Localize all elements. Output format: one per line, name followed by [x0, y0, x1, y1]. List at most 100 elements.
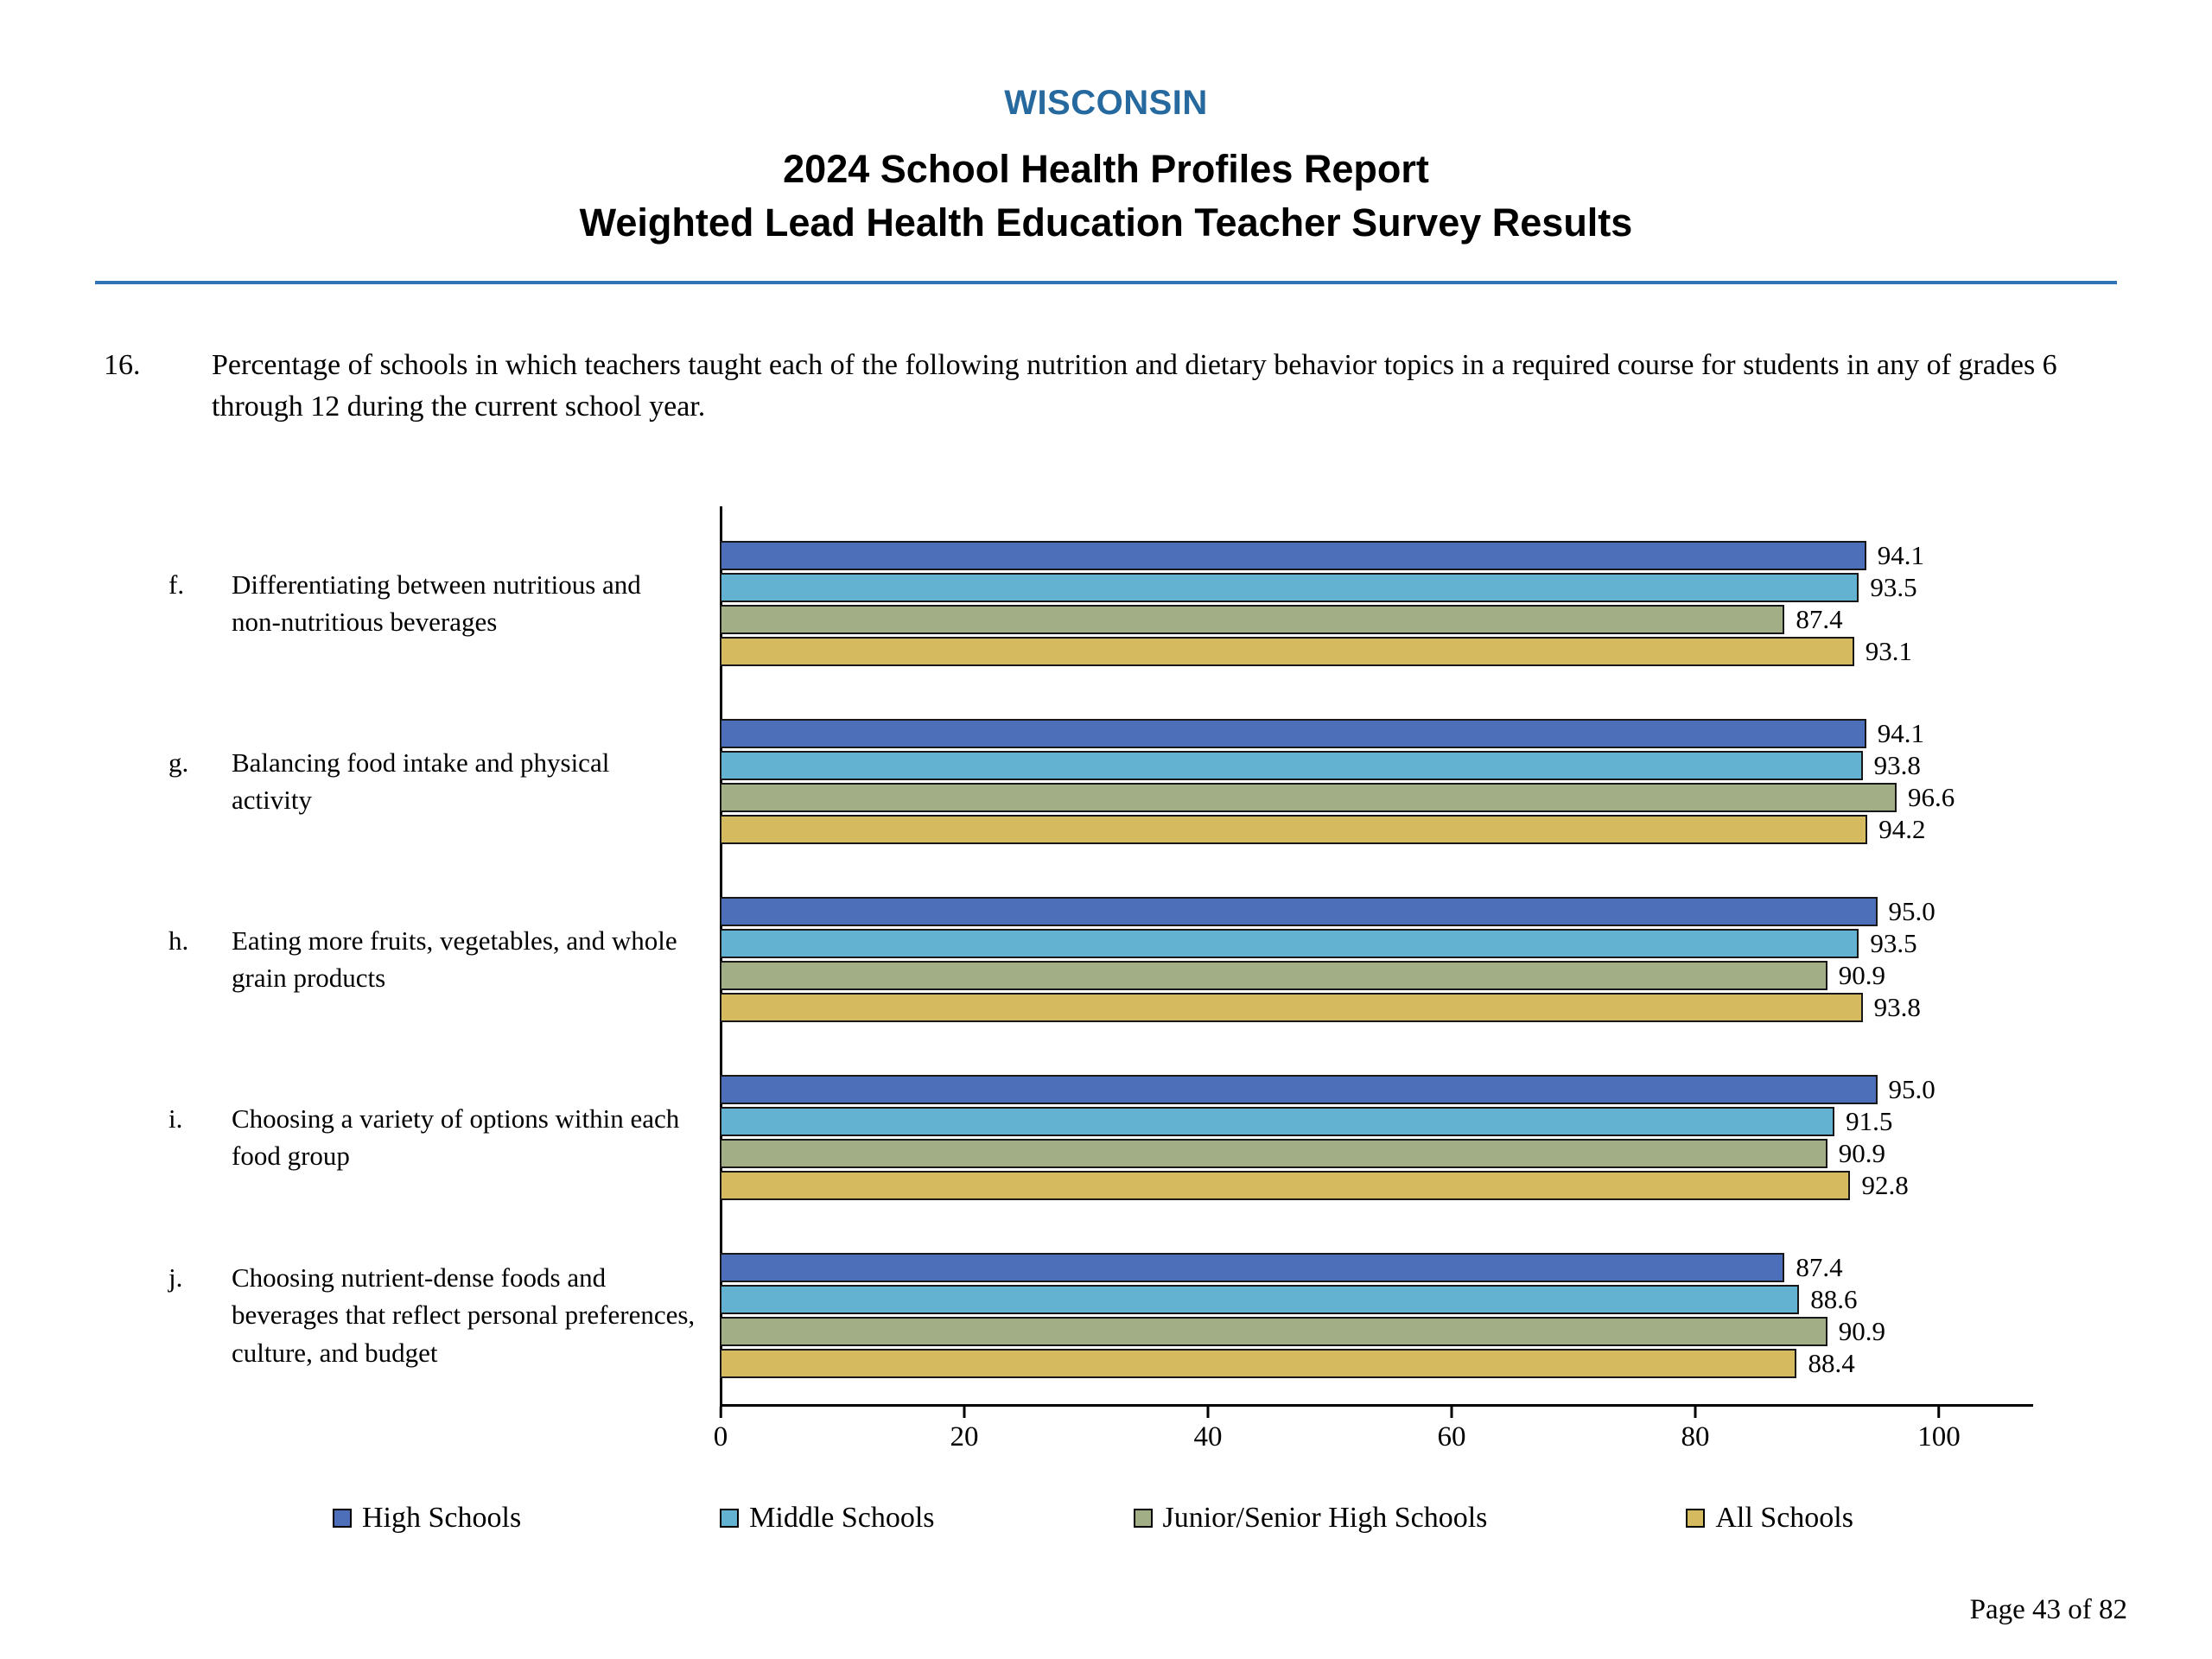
bar-high-schools: 95.0 — [720, 895, 1938, 927]
chart-rows: f. Differentiating between nutritious and… — [0, 506, 2212, 1379]
question-text: Percentage of schools in which teachers … — [212, 349, 2057, 423]
bar-junior-senior-high-schools: 90.9 — [720, 1137, 1888, 1169]
bar-junior-senior-high-schools: 96.6 — [720, 781, 1958, 813]
x-tick-label: 100 — [1917, 1421, 1961, 1452]
bar-middle-schools: 93.5 — [720, 927, 1920, 959]
bar-value-label: 92.8 — [1859, 1169, 1911, 1201]
category-label-block: j. Choosing nutrient-dense foods and beve… — [0, 1259, 720, 1371]
legend-swatch — [720, 1508, 740, 1528]
category-row: h. Eating more fruits, vegetables, and wh… — [0, 895, 2212, 1023]
chart-legend: High Schools Middle Schools Junior/Senior … — [333, 1502, 1853, 1535]
bar-all-schools: 88.4 — [720, 1347, 1858, 1379]
bar-middle-schools: 88.6 — [720, 1283, 1860, 1315]
bar-value-label: 94.1 — [1874, 539, 1928, 571]
bar-junior-senior-high-schools: 90.9 — [720, 959, 1888, 991]
report-header: WISCONSIN 2024 School Health Profiles Re… — [0, 0, 2212, 246]
x-tick-label: 20 — [950, 1421, 979, 1452]
bar-middle-schools: 91.5 — [720, 1105, 1896, 1137]
x-tick-label: 60 — [1437, 1421, 1466, 1452]
x-tick: 20 — [950, 1406, 979, 1453]
bar-value-label: 87.4 — [1793, 1251, 1846, 1283]
bar-all-schools: 92.8 — [720, 1169, 1911, 1201]
category-row: j. Choosing nutrient-dense foods and beve… — [0, 1251, 2212, 1379]
x-tick-label: 40 — [1193, 1421, 1223, 1452]
x-tick-mark — [719, 1406, 722, 1418]
bar-high-schools: 95.0 — [720, 1073, 1938, 1105]
bar-high-schools: 87.4 — [720, 1251, 1846, 1283]
x-axis-line — [720, 1403, 2033, 1407]
legend-item-middle-schools: Middle Schools — [720, 1501, 935, 1535]
category-label: Choosing nutrient-dense foods and bevera… — [232, 1262, 696, 1368]
legend-swatch — [333, 1508, 352, 1528]
bar-value-label: 96.6 — [1905, 781, 1958, 813]
x-tick: 80 — [1681, 1406, 1710, 1453]
bar-chart: f. Differentiating between nutritious and… — [0, 505, 2212, 1535]
bar-value-label: 93.1 — [1862, 635, 1915, 667]
bar-middle-schools: 93.8 — [720, 749, 1923, 781]
bar-value-label: 88.6 — [1808, 1283, 1860, 1315]
bar-value-label: 93.8 — [1871, 749, 1923, 781]
bar-value-label: 90.9 — [1835, 959, 1888, 991]
x-tick-label: 80 — [1681, 1421, 1710, 1452]
bar-high-schools: 94.1 — [720, 539, 1928, 571]
bar-value-label: 95.0 — [1885, 895, 1938, 927]
bar-group: 95.0 93.5 90.9 93.8 — [720, 895, 1938, 1023]
x-tick-label: 0 — [713, 1421, 728, 1452]
bar-middle-schools: 93.5 — [720, 571, 1920, 603]
bar-value-label: 94.1 — [1874, 717, 1928, 749]
x-tick-mark — [1937, 1406, 1941, 1418]
legend-item-all-schools: All Schools — [1686, 1502, 1853, 1535]
category-label-block: h. Eating more fruits, vegetables, and wh… — [0, 922, 720, 997]
bar-value-label: 88.4 — [1805, 1347, 1858, 1379]
state-heading: WISCONSIN — [1004, 84, 1208, 122]
category-letter: h. — [168, 925, 189, 956]
category-label-block: i. Choosing a variety of options within e… — [0, 1100, 720, 1175]
bar-high-schools: 94.1 — [720, 717, 1928, 749]
bar-group: 95.0 91.5 90.9 92.8 — [720, 1073, 1938, 1201]
x-tick-mark — [1206, 1406, 1210, 1418]
category-row: i. Choosing a variety of options within e… — [0, 1073, 2212, 1201]
bar-value-label: 91.5 — [1843, 1105, 1896, 1137]
x-tick: 60 — [1437, 1406, 1466, 1453]
bar-value-label: 93.5 — [1867, 571, 1920, 603]
legend-label: High Schools — [362, 1501, 522, 1534]
bar-value-label: 94.2 — [1876, 813, 1929, 845]
x-tick: 40 — [1193, 1406, 1223, 1453]
bar-junior-senior-high-schools: 87.4 — [720, 603, 1846, 635]
category-label-block: g. Balancing food intake and physical act… — [0, 744, 720, 819]
bar-value-label: 90.9 — [1835, 1315, 1888, 1347]
x-tick-mark — [963, 1406, 966, 1418]
category-label-block: f. Differentiating between nutritious and… — [0, 566, 720, 641]
x-tick-mark — [1694, 1406, 1697, 1418]
bar-group: 94.1 93.8 96.6 94.2 — [720, 717, 1958, 845]
bar-all-schools: 93.1 — [720, 635, 1915, 667]
category-row: f. Differentiating between nutritious and… — [0, 539, 2212, 667]
x-axis-ticks: 0 20 40 60 80 100 — [714, 1406, 2212, 1467]
report-subtitle: Weighted Lead Health Education Teacher S… — [579, 200, 1633, 245]
category-letter: j. — [168, 1262, 183, 1293]
legend-item-high-schools: High Schools — [333, 1502, 521, 1535]
bar-value-label: 93.8 — [1871, 991, 1923, 1023]
legend-swatch — [1133, 1508, 1153, 1528]
question-number: 16. — [104, 349, 141, 381]
bar-group: 87.4 88.6 90.9 88.4 — [720, 1251, 1888, 1379]
report-title: 2024 School Health Profiles Report — [783, 147, 1429, 191]
bar-value-label: 93.5 — [1867, 927, 1920, 959]
category-label: Differentiating between nutritious and n… — [232, 569, 641, 638]
legend-swatch — [1686, 1508, 1706, 1528]
x-tick-mark — [1450, 1406, 1453, 1418]
legend-label: All Schools — [1715, 1501, 1853, 1534]
legend-label: Middle Schools — [749, 1501, 935, 1534]
bar-all-schools: 94.2 — [720, 813, 1929, 845]
x-tick: 0 — [713, 1406, 728, 1453]
category-label: Balancing food intake and physical activ… — [232, 747, 610, 816]
bar-value-label: 87.4 — [1793, 603, 1846, 635]
bar-group: 94.1 93.5 87.4 93.1 — [720, 539, 1928, 667]
category-letter: f. — [168, 569, 185, 600]
legend-label: Junior/Senior High Schools — [1162, 1501, 1488, 1534]
bar-value-label: 95.0 — [1885, 1073, 1938, 1105]
category-label: Eating more fruits, vegetables, and whol… — [232, 925, 677, 994]
legend-item-junior-senior-high-schools: Junior/Senior High Schools — [1133, 1501, 1488, 1535]
bar-junior-senior-high-schools: 90.9 — [720, 1315, 1888, 1347]
